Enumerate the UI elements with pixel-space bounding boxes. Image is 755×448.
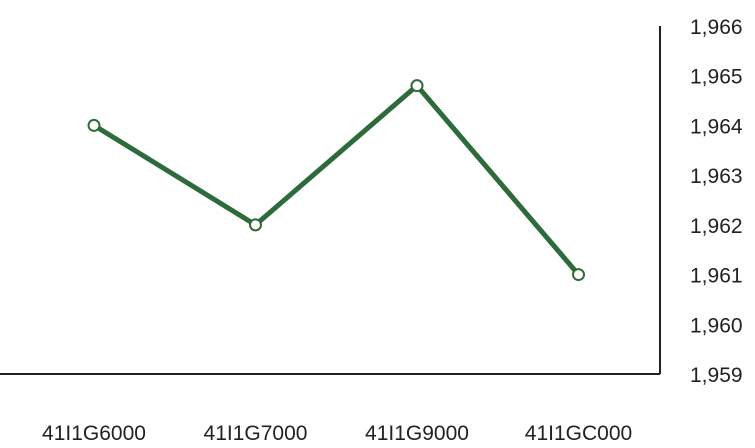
series-line [91,83,581,278]
y-tick-label: 1,964 [690,115,743,138]
x-tick-label: 41I1G7000 [204,422,308,445]
y-tick-label: 1,961 [690,265,743,288]
y-tick-label: 1,966 [690,16,743,39]
y-axis-ticks: 1,959 1,960 1,961 1,962 1,963 1,964 1,965 1,966 [690,16,743,387]
y-tick-label: 1,960 [690,314,743,337]
data-point-marker [410,79,424,93]
x-axis-ticks: 41I1G6000 41I1G7000 41I1G9000 41I1GC000 [42,422,632,445]
series-group [87,79,585,282]
x-tick-label: 41I1G6000 [42,422,146,445]
data-point-marker [572,268,585,282]
y-tick-label: 1,959 [690,364,743,387]
x-tick-label: 41I1GC000 [525,422,632,445]
data-point-marker [87,118,101,132]
y-tick-label: 1,962 [690,215,743,238]
y-tick-label: 1,963 [690,165,743,188]
x-tick-label: 41I1G9000 [365,422,469,445]
data-point-marker [249,218,262,232]
y-tick-label: 1,965 [690,66,743,89]
